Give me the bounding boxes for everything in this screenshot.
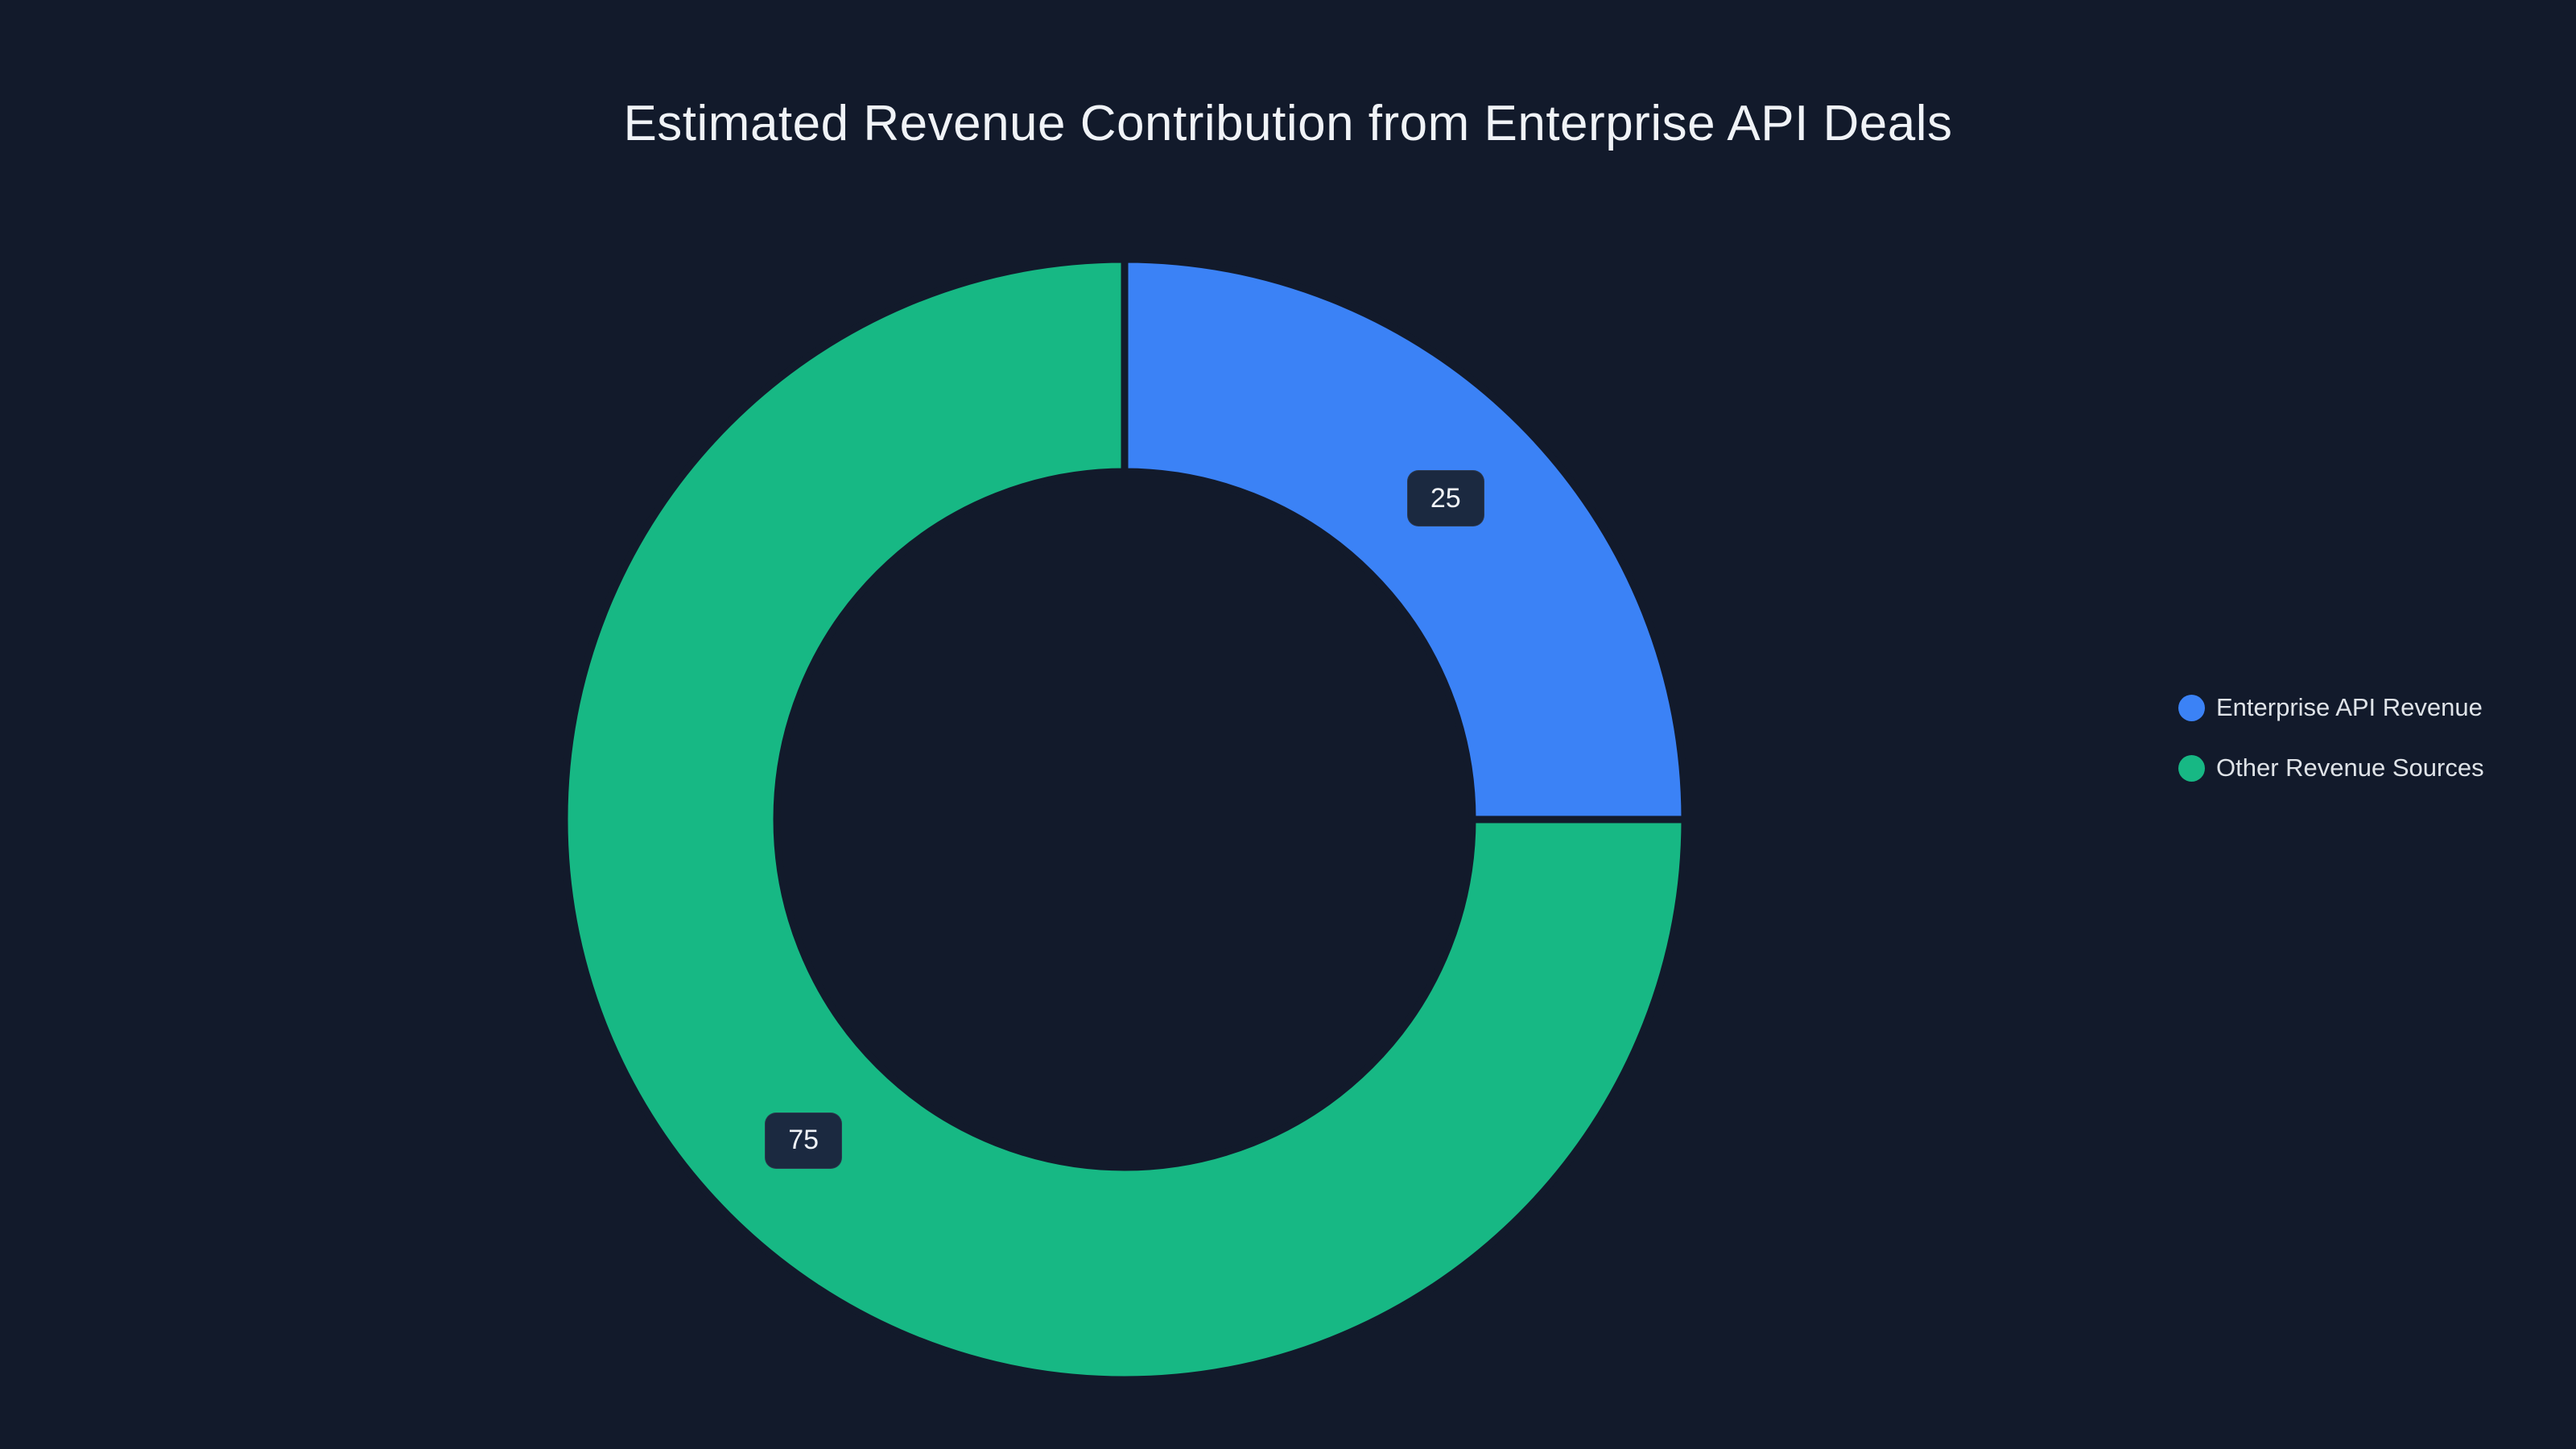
legend-dot-icon — [2178, 694, 2205, 721]
chart-legend: Enterprise API Revenue Other Revenue Sou… — [2178, 689, 2484, 786]
legend-item-enterprise-api-revenue[interactable]: Enterprise API Revenue — [2178, 689, 2484, 726]
donut-chart-svg — [561, 256, 1688, 1383]
legend-item-label: Enterprise API Revenue — [2216, 693, 2483, 721]
donut-chart: 25 75 — [561, 256, 1688, 1383]
legend-item-label: Other Revenue Sources — [2216, 753, 2484, 782]
chart-title: Estimated Revenue Contribution from Ente… — [623, 96, 1953, 151]
legend-dot-icon — [2178, 754, 2205, 782]
pie-slice-1[interactable] — [561, 256, 1688, 1383]
legend-item-other-revenue-sources[interactable]: Other Revenue Sources — [2178, 749, 2484, 786]
slice-label-0: 25 — [1406, 470, 1484, 527]
pie-slice-0[interactable] — [1121, 256, 1688, 824]
slice-label-1: 75 — [765, 1112, 843, 1169]
